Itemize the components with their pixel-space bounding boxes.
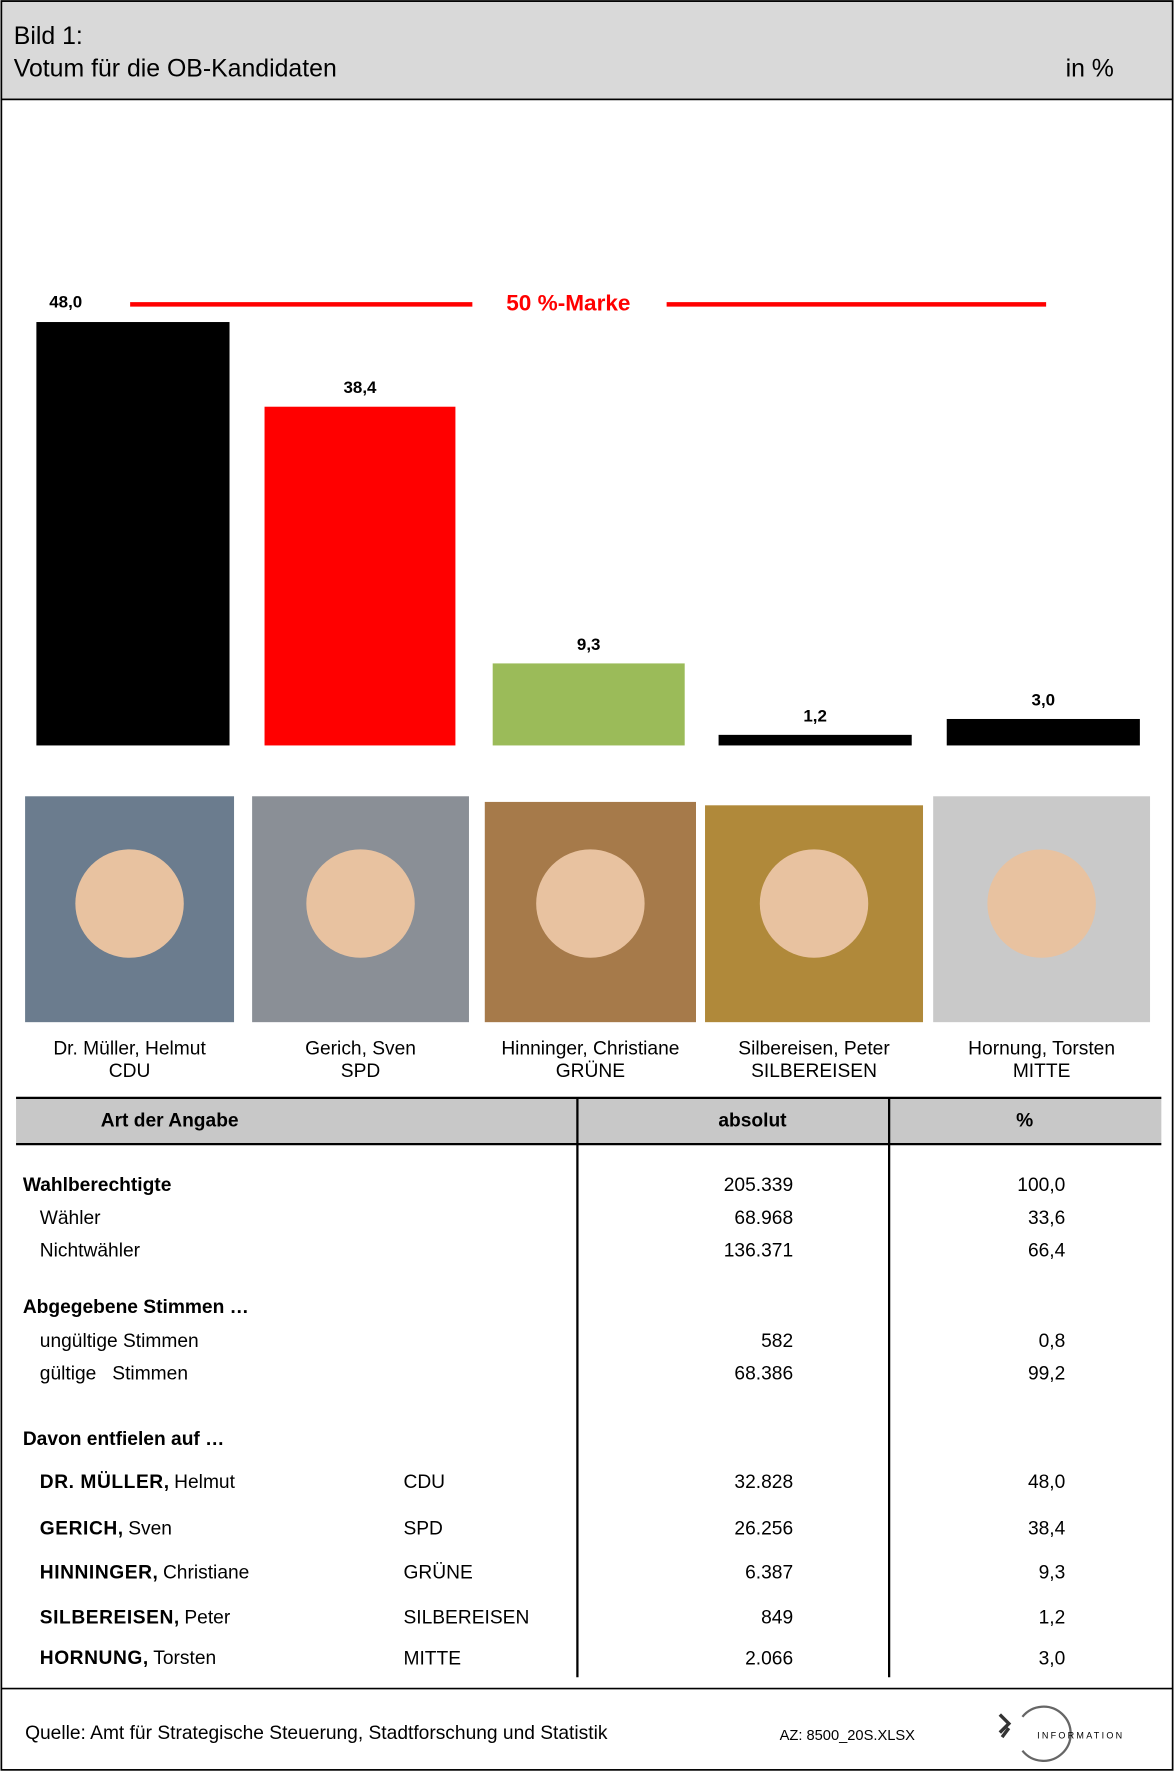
firstname: Christiane bbox=[163, 1562, 249, 1583]
cell-absolut: 2.066 bbox=[745, 1648, 793, 1669]
party: SILBEREISEN bbox=[403, 1608, 529, 1629]
cell-percent: 48,0 bbox=[1028, 1472, 1065, 1493]
cell-percent: 38,4 bbox=[1028, 1518, 1066, 1539]
footer-logo: INFORMATION bbox=[1037, 1730, 1124, 1740]
bar bbox=[265, 407, 456, 746]
footer-file: AZ: 8500_20S.XLSX bbox=[780, 1728, 916, 1744]
value-label: 1,2 bbox=[803, 706, 827, 725]
cell-percent: 3,0 bbox=[1039, 1648, 1066, 1669]
cell-absolut: 68.386 bbox=[734, 1364, 793, 1385]
cell-percent: 99,2 bbox=[1028, 1364, 1065, 1385]
candidate-name: Silbereisen, Peter bbox=[738, 1038, 890, 1059]
cell-percent: 66,4 bbox=[1028, 1241, 1066, 1262]
party: CDU bbox=[403, 1472, 445, 1493]
value-label: 38,4 bbox=[343, 378, 377, 397]
header-title: Votum für die OB-Kandidaten bbox=[14, 56, 337, 83]
candidate-party: MITTE bbox=[1013, 1061, 1071, 1082]
cell-percent: 1,2 bbox=[1039, 1608, 1066, 1629]
photo-face bbox=[75, 849, 183, 957]
photo-face bbox=[306, 849, 414, 957]
page: Bild 1: Votum für die OB-Kandidaten in %… bbox=[0, 0, 1174, 1771]
firstname: Sven bbox=[128, 1518, 172, 1539]
cell-absolut: 205.339 bbox=[724, 1175, 793, 1196]
candidate-name: Gerich, Sven bbox=[305, 1038, 416, 1059]
footer-source: Quelle: Amt für Strategische Steuerung, … bbox=[25, 1723, 608, 1744]
mark-label: 50 %-Marke bbox=[506, 290, 630, 315]
table-header: absolut bbox=[718, 1111, 787, 1132]
candidate-name: Hinninger, Christiane bbox=[501, 1038, 679, 1059]
table-header: % bbox=[1016, 1111, 1033, 1132]
header-label: Bild 1: bbox=[14, 23, 83, 50]
cell-absolut: 32.828 bbox=[734, 1472, 793, 1493]
firstname: Peter bbox=[184, 1608, 230, 1629]
photo-face bbox=[760, 849, 868, 957]
candidate-row: HINNINGER,Christiane bbox=[40, 1562, 250, 1583]
firstname: Torsten bbox=[153, 1648, 216, 1669]
bar bbox=[947, 719, 1140, 745]
party: MITTE bbox=[403, 1648, 461, 1669]
cell-absolut: 6.387 bbox=[745, 1562, 793, 1583]
surname: GERICH, bbox=[40, 1518, 124, 1539]
candidate-party: SPD bbox=[341, 1061, 380, 1082]
candidate-party: CDU bbox=[109, 1061, 151, 1082]
candidate-row: GERICH,Sven bbox=[40, 1518, 172, 1539]
candidate-row: SILBEREISEN,Peter bbox=[40, 1608, 231, 1629]
cell-percent: 33,6 bbox=[1028, 1208, 1065, 1229]
cell-percent: 9,3 bbox=[1039, 1562, 1066, 1583]
header-box bbox=[1, 1, 1172, 99]
surname: HINNINGER, bbox=[40, 1562, 159, 1583]
cell-absolut: 849 bbox=[761, 1608, 793, 1629]
cell-percent: 0,8 bbox=[1039, 1331, 1066, 1352]
cell-percent: 100,0 bbox=[1017, 1175, 1065, 1196]
candidate-row: HORNUNG,Torsten bbox=[40, 1648, 216, 1669]
value-label: 3,0 bbox=[1032, 690, 1056, 709]
bar bbox=[493, 663, 685, 745]
row-label: gültige Stimmen bbox=[40, 1364, 188, 1385]
firstname: Helmut bbox=[174, 1472, 235, 1493]
cell-absolut: 582 bbox=[761, 1331, 793, 1352]
candidate-name: Hornung, Torsten bbox=[968, 1038, 1115, 1059]
surname: DR. MÜLLER, bbox=[40, 1472, 170, 1493]
party: SPD bbox=[403, 1518, 442, 1539]
party: GRÜNE bbox=[403, 1562, 472, 1583]
value-label: 9,3 bbox=[577, 635, 601, 654]
candidate-party: GRÜNE bbox=[556, 1061, 625, 1082]
photo-face bbox=[987, 849, 1095, 957]
surname: HORNUNG, bbox=[40, 1648, 149, 1669]
header-unit: in % bbox=[1066, 56, 1114, 83]
table-header: Art der Angabe bbox=[101, 1111, 239, 1132]
section-title: Wahlberechtigte bbox=[23, 1175, 172, 1196]
row-label: Nichtwähler bbox=[40, 1241, 141, 1262]
section-title: Abgegebene Stimmen … bbox=[23, 1297, 249, 1318]
surname: SILBEREISEN, bbox=[40, 1608, 180, 1629]
cell-absolut: 26.256 bbox=[734, 1518, 793, 1539]
cell-absolut: 136.371 bbox=[724, 1241, 793, 1262]
candidate-row: DR. MÜLLER,Helmut bbox=[40, 1472, 236, 1493]
value-label: 48,0 bbox=[49, 292, 82, 311]
row-label: Wähler bbox=[40, 1208, 101, 1229]
bar bbox=[36, 322, 229, 745]
row-label: ungültige Stimmen bbox=[40, 1331, 199, 1352]
bar bbox=[719, 735, 912, 746]
candidate-name: Dr. Müller, Helmut bbox=[53, 1038, 206, 1059]
section-title: Davon entfielen auf … bbox=[23, 1429, 225, 1450]
cell-absolut: 68.968 bbox=[734, 1208, 793, 1229]
photo-face bbox=[536, 849, 644, 957]
candidate-party: SILBEREISEN bbox=[751, 1061, 877, 1082]
